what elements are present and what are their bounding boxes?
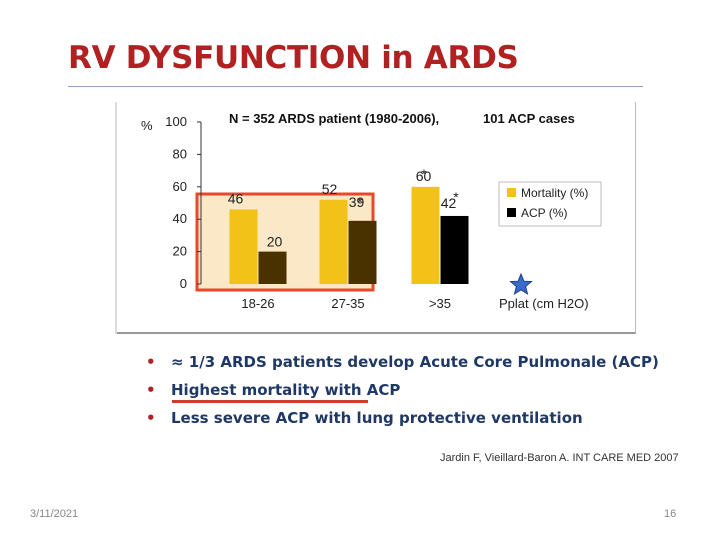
bar-acp (258, 251, 287, 284)
bullet-text: Less severe ACP with lung protective ven… (171, 409, 583, 427)
bullet-text: Highest mortality with ACP (171, 381, 401, 399)
y-tick-label: 80 (173, 146, 187, 161)
bar-mortality (319, 199, 348, 284)
legend-swatch (507, 188, 516, 197)
chart-panel: % N = 352 ARDS patient (1980-2006), 101 … (117, 102, 636, 334)
page-number: 16 (664, 508, 677, 520)
bullet-icon: • (146, 353, 156, 371)
bullet-text: ≈ 1/3 ARDS patients develop Acute Core P… (171, 353, 659, 371)
significance-marker: * (453, 189, 459, 205)
significance-marker: * (421, 166, 427, 182)
x-axis-label: Pplat (cm H2O) (499, 296, 589, 311)
legend: Mortality (%) ACP (%) (498, 181, 602, 227)
bar-mortality (411, 186, 440, 284)
bullet-icon: • (146, 381, 156, 399)
legend-swatch (507, 208, 516, 217)
title-divider (68, 86, 643, 87)
legend-label: Mortality (%) (521, 186, 588, 200)
chart-subtitle: 101 ACP cases (483, 111, 575, 126)
emphasis-underline (172, 400, 368, 403)
bar-mortality (229, 209, 258, 284)
y-tick-label: 0 (180, 276, 187, 291)
slide-title: RV DYSFUNCTION in ARDS (68, 40, 519, 76)
bar-acp (440, 215, 469, 284)
bullet-icon: • (146, 409, 156, 427)
bars-group: 46 20 18-26 52 39 27-35 60 42 >35 * * * (228, 166, 469, 311)
y-tick-label: 60 (173, 179, 187, 194)
y-axis-label: % (141, 118, 153, 133)
star-icon (509, 272, 533, 295)
bullet-list: • ≈ 1/3 ARDS patients develop Acute Core … (146, 348, 659, 432)
data-label-acp: 20 (267, 234, 283, 250)
citation: Jardin F, Vieillard-Baron A. INT CARE ME… (440, 452, 679, 464)
bar-acp (348, 220, 377, 284)
data-label-acp: 42 (441, 195, 457, 211)
x-tick-label: >35 (429, 296, 451, 311)
chart-title: N = 352 ARDS patient (1980-2006), (229, 111, 439, 126)
footer-date: 3/11/2021 (30, 508, 79, 520)
x-tick-label: 27-35 (331, 296, 364, 311)
significance-marker: * (357, 194, 363, 210)
data-label-mortality: 60 (416, 168, 432, 184)
legend-label: ACP (%) (521, 206, 567, 220)
bullet-item: • Less severe ACP with lung protective ve… (146, 404, 659, 432)
y-axis: 0 20 40 60 80 100 (165, 114, 202, 291)
bullet-item: • Highest mortality with ACP (146, 376, 659, 404)
data-label-mortality: 52 (322, 181, 338, 197)
y-tick-label: 100 (165, 114, 187, 129)
bullet-item: • ≈ 1/3 ARDS patients develop Acute Core … (146, 348, 659, 376)
y-tick-label: 20 (173, 244, 187, 259)
data-label-mortality: 46 (228, 190, 244, 206)
data-label-acp: 39 (349, 194, 365, 210)
x-tick-label: 18-26 (241, 296, 274, 311)
bar-chart: % N = 352 ARDS patient (1980-2006), 101 … (141, 111, 602, 311)
y-tick-label: 40 (173, 211, 187, 226)
